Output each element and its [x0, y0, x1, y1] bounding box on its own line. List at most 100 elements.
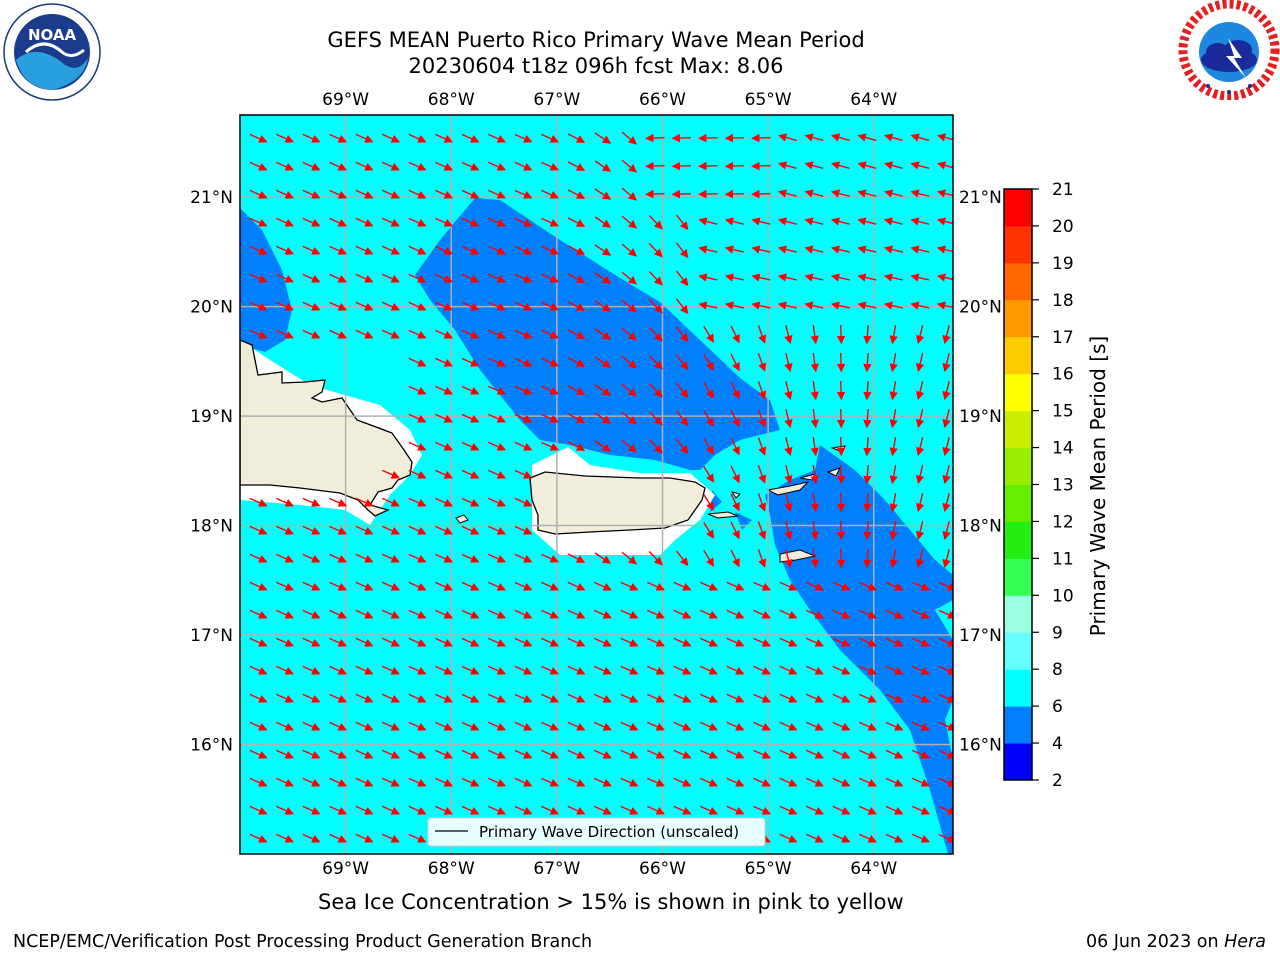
wave-arrow — [275, 301, 295, 311]
wave-arrow — [779, 777, 798, 787]
wave-arrow — [699, 693, 719, 703]
wave-arrow — [514, 413, 533, 423]
wave-arrow — [567, 189, 586, 199]
wave-arrow — [911, 749, 931, 759]
wave-arrow — [355, 553, 374, 563]
colorbar-tick-label: 11 — [1052, 549, 1074, 569]
wave-arrow — [381, 525, 401, 535]
footer-date-text: 06 Jun 2023 on — [1085, 932, 1225, 952]
wave-arrow — [249, 525, 268, 535]
wave-arrow — [699, 637, 719, 647]
wave-arrow — [302, 777, 321, 787]
wave-arrow — [889, 409, 898, 429]
wave-arrow — [408, 609, 427, 619]
wave-arrow — [461, 133, 480, 143]
wave-arrow — [461, 301, 480, 311]
wave-arrow — [434, 189, 454, 199]
map-area — [240, 115, 953, 854]
wave-arrow — [487, 385, 507, 395]
lon-tick-label: 65°W — [745, 90, 792, 110]
wave-arrow — [275, 581, 295, 591]
wave-arrow — [487, 413, 507, 423]
axis-tick-labels: 69°W 69°W 68°W 68°W 67°W 67°W 66°W 66°W 65°W 65°W… — [190, 90, 1002, 879]
wave-arrow — [514, 805, 533, 815]
wave-arrow — [302, 553, 321, 563]
wave-arrow — [724, 245, 744, 254]
wave-arrow — [249, 189, 268, 199]
wave-arrow — [645, 133, 665, 143]
wave-arrow — [302, 805, 321, 815]
wave-arrow — [883, 189, 903, 198]
lat-tick-label-left: 17°N — [190, 626, 233, 646]
wave-arrow — [621, 243, 637, 257]
wave-arrow — [567, 805, 586, 815]
wave-arrow — [673, 749, 692, 759]
wave-arrow — [408, 301, 427, 311]
wave-arrow — [328, 329, 348, 339]
wave-arrow — [461, 413, 480, 423]
wave-arrow — [381, 609, 401, 619]
wave-arrow — [703, 354, 715, 371]
wave-arrow — [408, 441, 427, 451]
wave-arrow — [434, 777, 454, 787]
wave-arrow — [885, 749, 904, 759]
wave-arrow — [885, 833, 904, 843]
wave-arrow — [461, 329, 480, 339]
wave-arrow — [328, 665, 348, 675]
wave-arrow — [567, 665, 586, 675]
wave-arrow — [275, 609, 295, 619]
wave-arrow — [863, 324, 872, 345]
wave-arrow — [836, 436, 846, 457]
wave-arrow — [942, 381, 951, 401]
wave-arrow — [621, 271, 637, 285]
wave-arrow — [355, 161, 374, 171]
wave-arrow — [910, 301, 930, 310]
wave-arrow — [832, 749, 851, 759]
wave-arrow — [698, 273, 718, 282]
wave-arrow — [275, 749, 295, 759]
colorbar-segment — [1004, 558, 1032, 596]
wave-arrow — [487, 245, 507, 255]
wave-arrow — [434, 497, 454, 507]
colorbar-tick-label: 12 — [1052, 512, 1074, 532]
wave-arrow — [381, 497, 401, 507]
wave-arrow — [567, 301, 586, 311]
colorbar-segment — [1004, 189, 1032, 227]
colorbar-tick-label: 6 — [1052, 697, 1063, 717]
wave-arrow — [889, 437, 898, 457]
wave-arrow — [805, 581, 825, 591]
wave-arrow — [328, 777, 348, 787]
wave-arrow — [593, 749, 613, 759]
ocean-4-6s-region-north — [415, 198, 780, 470]
wave-arrow — [540, 357, 560, 367]
wave-arrow — [461, 609, 480, 619]
colorbar-tick-label: 4 — [1052, 734, 1063, 754]
colorbar-tick-label: 17 — [1052, 328, 1074, 348]
wave-arrow — [757, 493, 767, 512]
wave-arrow — [857, 189, 877, 198]
wave-arrow — [804, 273, 824, 282]
wave-arrow — [779, 609, 798, 619]
wave-arrow — [328, 161, 348, 171]
wave-arrow — [830, 133, 850, 142]
wave-arrow — [832, 805, 851, 815]
wave-arrow — [858, 777, 878, 787]
wave-arrow — [863, 520, 872, 541]
wave-arrow — [249, 777, 268, 787]
wave-arrow — [699, 805, 719, 815]
wave-arrow — [757, 381, 767, 400]
wave-arrow — [911, 693, 931, 703]
wave-arrow — [381, 217, 401, 227]
wave-arrow — [355, 581, 374, 591]
wave-arrow — [434, 749, 454, 759]
wave-arrow — [621, 299, 637, 313]
wave-arrow — [836, 352, 846, 373]
wave-arrow — [487, 329, 507, 339]
wave-arrow — [461, 189, 480, 199]
colorbar-tick-label: 8 — [1052, 660, 1063, 680]
wave-arrow — [699, 749, 719, 759]
colorbar-segment — [1004, 521, 1032, 559]
colorbar-tick-label: 10 — [1052, 586, 1074, 606]
map-frame — [239, 114, 954, 855]
wave-arrow — [910, 161, 930, 170]
